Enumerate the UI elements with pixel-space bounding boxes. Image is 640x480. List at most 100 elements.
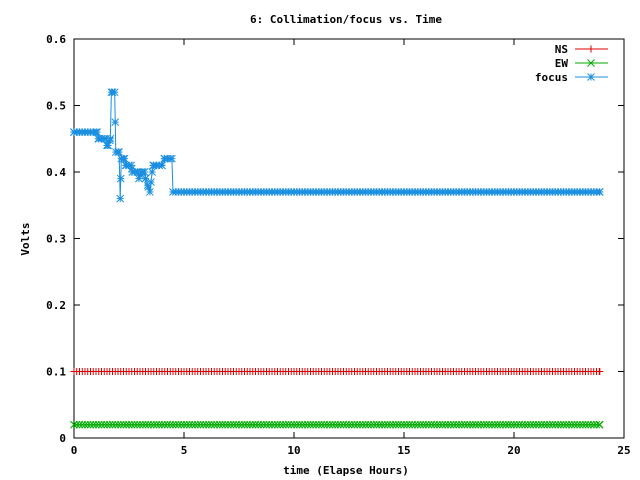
data-point-marker (125, 420, 133, 429)
data-point-marker (174, 420, 183, 429)
x-tick-label: 15 (397, 444, 410, 457)
data-point-marker (213, 420, 221, 429)
data-point-marker (243, 420, 252, 429)
data-point-marker (526, 420, 535, 429)
data-point-marker (482, 420, 491, 429)
data-point-marker (185, 420, 194, 429)
data-point-marker (169, 188, 177, 196)
data-point-marker (493, 420, 502, 429)
data-point-marker (144, 420, 153, 429)
data-point-marker (446, 420, 455, 429)
data-point-marker (515, 420, 524, 429)
data-point-marker (122, 420, 131, 429)
data-point-marker (149, 420, 158, 429)
data-point-marker (163, 420, 172, 429)
data-point-marker (180, 420, 188, 429)
data-point-marker (306, 420, 315, 429)
data-point-marker (298, 420, 307, 429)
data-point-marker (270, 420, 279, 429)
y-tick-label: 0.2 (46, 299, 66, 312)
data-point-marker (499, 420, 507, 429)
data-point-marker (534, 420, 543, 429)
y-tick-label: 0.4 (46, 166, 66, 179)
data-point-marker (130, 420, 139, 429)
data-point-marker (479, 420, 488, 429)
data-point-marker (400, 420, 408, 429)
data-point-marker (103, 420, 111, 429)
data-point-marker (477, 420, 485, 429)
data-point-marker (128, 168, 137, 176)
data-point-marker (116, 174, 125, 183)
y-axis-label: Volts (19, 222, 32, 255)
data-point-marker (237, 420, 246, 429)
data-point-marker (262, 420, 271, 429)
data-point-marker (584, 420, 593, 429)
data-point-marker (177, 420, 186, 429)
data-point-marker (75, 420, 84, 429)
data-point-marker (529, 420, 538, 429)
y-tick-label: 0.1 (46, 366, 66, 379)
data-point-marker (279, 420, 287, 429)
data-point-marker (257, 420, 265, 429)
data-point-marker (570, 420, 579, 429)
data-point-marker (235, 420, 243, 429)
data-point-marker (119, 420, 128, 429)
data-point-marker (193, 420, 202, 429)
data-point-marker (303, 420, 312, 429)
data-point-marker (466, 420, 474, 429)
data-point-marker (589, 420, 598, 429)
data-point-marker (301, 420, 309, 429)
data-point-marker (518, 420, 527, 429)
data-point-marker (83, 420, 92, 429)
data-point-marker (295, 420, 304, 429)
data-point-marker (397, 420, 406, 429)
legend-label: NS (555, 43, 568, 56)
data-point-marker (81, 420, 89, 429)
data-point-marker (576, 420, 584, 429)
data-point-marker (147, 420, 155, 429)
data-point-marker (221, 420, 230, 429)
data-point-marker (171, 420, 180, 429)
data-point-marker (532, 420, 540, 429)
data-point-marker (121, 161, 130, 170)
series-focus (70, 88, 604, 203)
data-point-marker (325, 420, 334, 429)
data-point-marker (148, 168, 156, 176)
data-point-marker (386, 420, 395, 429)
data-point-marker (455, 420, 463, 429)
data-point-marker (276, 420, 285, 429)
chart-title: 6: Collimation/focus vs. Time (250, 13, 442, 26)
data-point-marker (523, 420, 532, 429)
data-point-marker (389, 420, 397, 429)
data-point-marker (460, 420, 469, 429)
data-point-marker (207, 420, 216, 429)
data-point-marker (545, 420, 554, 429)
data-point-marker (240, 420, 249, 429)
data-point-marker (471, 420, 480, 429)
data-point-marker (92, 420, 100, 429)
data-point-marker (158, 420, 166, 429)
data-point-marker (136, 420, 144, 429)
data-point-marker (512, 420, 521, 429)
data-point-marker (378, 420, 386, 429)
data-point-marker (380, 420, 389, 429)
data-point-marker (587, 420, 595, 429)
x-tick-label: 10 (287, 444, 300, 457)
data-point-marker (287, 420, 296, 429)
data-point-marker (97, 420, 106, 429)
x-tick-label: 20 (507, 444, 520, 457)
data-point-marker (166, 420, 175, 429)
legend-label: EW (555, 57, 569, 70)
y-tick-label: 0 (59, 432, 66, 445)
data-point-marker (268, 420, 276, 429)
data-point-marker (259, 420, 268, 429)
data-point-marker (127, 420, 136, 429)
data-point-marker (438, 420, 447, 429)
data-point-marker (292, 420, 301, 429)
data-point-marker (215, 420, 224, 429)
data-point-marker (510, 420, 518, 429)
data-point-marker (328, 420, 337, 429)
data-point-marker (155, 420, 164, 429)
